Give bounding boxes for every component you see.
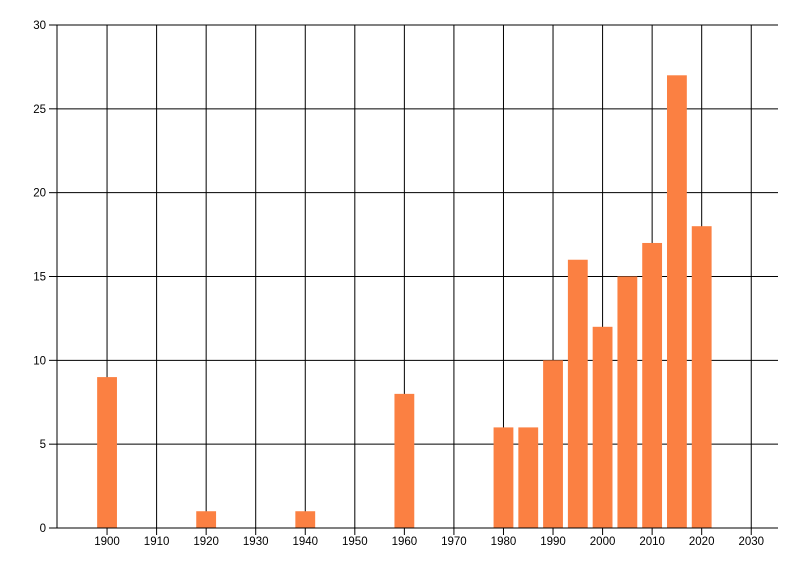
bar xyxy=(295,511,316,528)
x-tick-label: 1940 xyxy=(292,536,318,548)
bar xyxy=(567,259,588,528)
bar xyxy=(493,427,514,528)
bar xyxy=(617,276,638,528)
x-tick-label: 1920 xyxy=(193,536,219,548)
x-tick-label: 1930 xyxy=(243,536,269,548)
x-tick-label: 1960 xyxy=(392,536,418,548)
y-tick-label: 0 xyxy=(40,523,46,535)
x-tick-label: 1970 xyxy=(441,536,467,548)
bar xyxy=(97,377,117,528)
x-tick-label: 1910 xyxy=(144,536,170,548)
x-tick-label: 1990 xyxy=(540,536,566,548)
bar xyxy=(196,511,217,528)
bar xyxy=(667,75,687,529)
y-tick-label: 25 xyxy=(33,104,46,116)
x-tick-label: 2010 xyxy=(639,536,665,548)
y-tick-label: 30 xyxy=(33,20,46,32)
y-tick-label: 10 xyxy=(33,355,46,367)
bar xyxy=(642,242,663,528)
y-tick-label: 20 xyxy=(33,188,46,200)
x-tick-label: 1980 xyxy=(491,536,517,548)
x-tick-label: 2030 xyxy=(738,536,764,548)
x-tick-label: 1900 xyxy=(94,536,120,548)
y-tick-label: 5 xyxy=(40,439,46,451)
bar xyxy=(518,427,539,528)
x-tick-label: 2000 xyxy=(590,536,616,548)
bar xyxy=(592,326,613,528)
bar xyxy=(691,226,712,528)
y-tick-label: 15 xyxy=(33,272,46,284)
x-tick-label: 2020 xyxy=(689,536,715,548)
bar xyxy=(543,360,563,528)
x-tick-label: 1950 xyxy=(342,536,368,548)
bar xyxy=(394,393,415,528)
